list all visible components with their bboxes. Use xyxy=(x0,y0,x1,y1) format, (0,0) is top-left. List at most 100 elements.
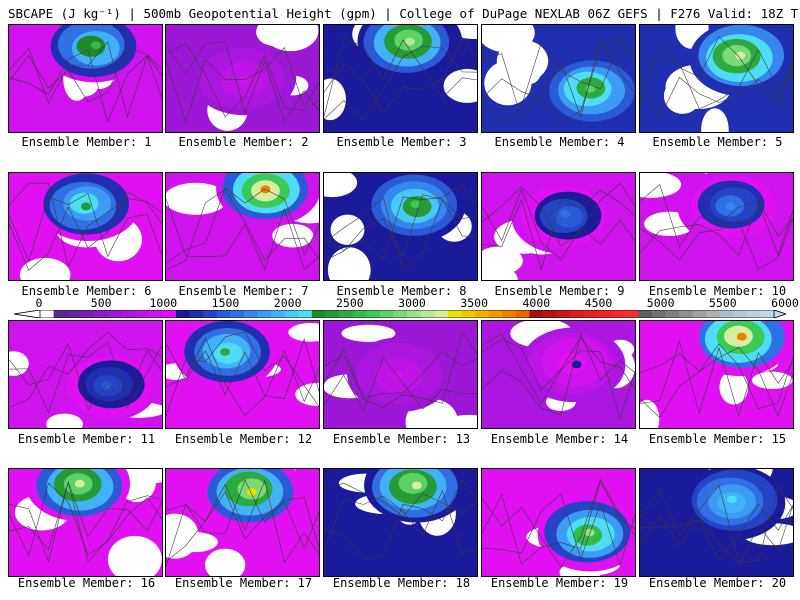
ensemble-member-label: Ensemble Member: 17 xyxy=(174,576,313,590)
cape-contour xyxy=(76,35,106,57)
ensemble-member-map xyxy=(639,172,794,281)
boundary-line xyxy=(324,482,477,517)
colorbar-swatch xyxy=(434,310,449,318)
colorbar-swatch xyxy=(461,310,476,318)
ensemble-member-map xyxy=(481,468,636,577)
cape-field xyxy=(640,25,793,132)
colorbar-swatch xyxy=(366,310,381,318)
ensemble-member-label: Ensemble Member: 7 xyxy=(178,284,309,298)
low-cape-area xyxy=(327,247,371,280)
ensemble-member-label: Ensemble Member: 16 xyxy=(17,576,156,590)
colorbar-swatch xyxy=(597,310,612,318)
colorbar-swatch xyxy=(529,310,544,318)
colorbar-swatch xyxy=(311,310,326,318)
boundary-line xyxy=(640,340,793,417)
boundary-line xyxy=(640,216,793,270)
colorbar-swatch xyxy=(746,310,761,318)
boundary-line xyxy=(324,350,477,399)
ensemble-member-map xyxy=(165,468,320,577)
colorbar-swatch xyxy=(67,310,82,318)
boundary-line xyxy=(9,191,162,271)
ensemble-member-map xyxy=(481,24,636,133)
ensemble-member-label: Ensemble Member: 19 xyxy=(490,576,629,590)
colorbar-swatch xyxy=(678,310,693,318)
colorbar-swatch xyxy=(80,310,95,318)
low-cape-area xyxy=(640,173,682,198)
figure-title: SBCAPE (J kg⁻¹) | 500mb Geopotential Hei… xyxy=(8,6,798,21)
colorbar-swatch xyxy=(339,310,354,318)
boundary-line xyxy=(324,184,477,261)
boundary-line xyxy=(324,489,477,553)
ensemble-member-map xyxy=(165,24,320,133)
boundary-line xyxy=(166,46,319,124)
low-cape-area xyxy=(330,214,365,245)
colorbar-swatch xyxy=(638,310,653,318)
colorbar-tick-labels: 0 500 1000 1500 2000 2500 3000 3500 4000 4500 5000… xyxy=(0,296,800,310)
cape-contour xyxy=(584,528,595,537)
colorbar-tick-label: 1500 xyxy=(211,296,240,310)
boundary-line xyxy=(324,45,477,121)
ensemble-member-label: Ensemble Member: 14 xyxy=(490,432,629,446)
cape-contour xyxy=(405,37,415,46)
colorbar-swatch xyxy=(719,310,734,318)
low-cape-area xyxy=(204,548,246,576)
cape-field xyxy=(324,173,477,280)
cape-field xyxy=(640,173,793,280)
colorbar-tick-label: 4500 xyxy=(584,296,613,310)
colorbar-swatch xyxy=(189,310,204,318)
ensemble-member-label: Ensemble Member: 9 xyxy=(494,284,625,298)
boundary-line xyxy=(640,183,793,248)
boundary-line xyxy=(166,43,319,118)
colorbar-swatch xyxy=(230,310,245,318)
boundary-line xyxy=(482,41,635,123)
low-cape-area xyxy=(482,264,518,280)
low-cape-area xyxy=(324,173,358,198)
colorbar-swatch xyxy=(502,310,517,318)
boundary-line xyxy=(640,49,793,110)
colorbar-swatch xyxy=(284,310,299,318)
ensemble-member-map xyxy=(323,320,478,429)
low-cape-area xyxy=(484,60,532,106)
cape-contour xyxy=(411,481,422,490)
ensemble-member-label: Ensemble Member: 2 xyxy=(178,135,309,149)
boundary-line xyxy=(482,35,635,124)
ensemble-member-map xyxy=(8,468,163,577)
colorbar-swatch xyxy=(107,310,123,318)
boundary-line xyxy=(166,479,319,563)
low-cape-area xyxy=(701,108,729,132)
colorbar-swatch xyxy=(733,310,748,318)
cape-contour xyxy=(736,332,747,341)
ensemble-member-label: Ensemble Member: 13 xyxy=(332,432,471,446)
colorbar-swatch xyxy=(488,310,503,318)
cape-field xyxy=(482,321,635,428)
colorbar-swatch xyxy=(556,310,571,318)
cape-field xyxy=(640,469,793,576)
boundary-line xyxy=(9,481,162,563)
cape-contour xyxy=(410,200,421,209)
colorbar-tick-label: 0 xyxy=(35,296,43,310)
colorbar-swatch xyxy=(760,310,775,318)
boundary-line xyxy=(166,41,319,122)
colorbar-swatch xyxy=(583,310,598,318)
colorbar-swatch xyxy=(203,310,218,318)
colorbar-swatch xyxy=(447,310,462,318)
low-cape-area xyxy=(172,532,218,553)
colorbar-tick-label: 5000 xyxy=(646,296,675,310)
colorbar-swatch xyxy=(175,310,191,318)
ensemble-member-label: Ensemble Member: 6 xyxy=(21,284,152,298)
boundary-line xyxy=(9,331,162,408)
colorbar-swatch xyxy=(135,310,150,318)
cape-contour xyxy=(726,495,737,504)
cape-contour xyxy=(220,348,230,356)
cape-contour xyxy=(571,360,582,369)
cape-field xyxy=(640,321,793,428)
cape-field xyxy=(324,321,477,428)
ensemble-member-label: Ensemble Member: 18 xyxy=(332,576,471,590)
ensemble-member-map xyxy=(165,172,320,281)
colorbar-swatch xyxy=(692,310,707,318)
colorbar-swatch xyxy=(393,310,408,318)
colorbar-swatch xyxy=(94,310,109,318)
ensemble-member-map xyxy=(323,468,478,577)
boundary-line xyxy=(166,337,319,416)
boundary-line xyxy=(9,481,162,563)
